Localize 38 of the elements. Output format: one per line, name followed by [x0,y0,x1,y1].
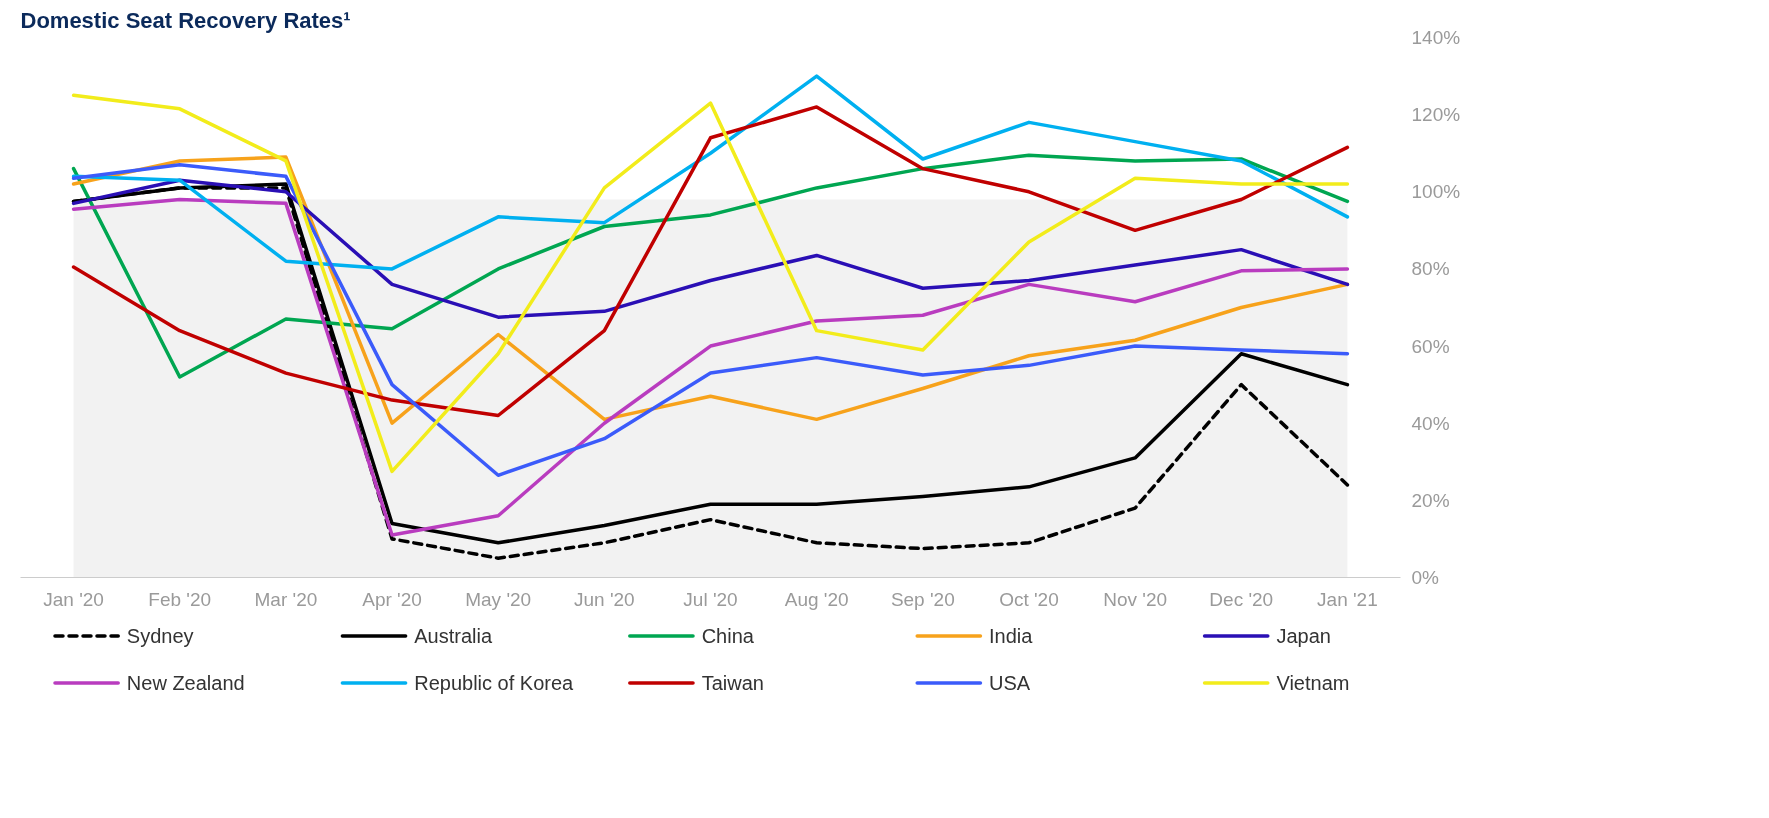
y-tick-label: 60% [1411,335,1450,357]
y-tick-label: 120% [1411,104,1461,126]
line-series [71,163,1350,478]
legend-label: Australia [414,625,493,647]
legend-label: Vietnam [1276,672,1350,694]
x-tick-label: Mar '20 [254,588,318,610]
line-series [71,105,1350,418]
line-series [71,153,1350,379]
y-tick-label: 20% [1411,489,1450,511]
legend-label: USA [989,672,1031,694]
x-tick-label: Jan '21 [1317,588,1378,610]
legend-label: India [989,625,1034,647]
y-tick-label: 0% [1411,567,1440,588]
legend-label: China [701,625,755,647]
y-tick-label: 100% [1411,181,1461,203]
line-series [71,178,1350,319]
x-tick-label: Jan '20 [43,588,104,610]
legend-label: Taiwan [701,672,764,694]
x-tick-label: Nov '20 [1103,588,1168,610]
x-tick-label: Aug '20 [784,588,849,610]
legend-label: Sydney [126,625,194,647]
line-series [71,93,1350,474]
x-tick-label: May '20 [465,588,532,610]
legend-label: New Zealand [126,672,245,694]
x-tick-label: Jul '20 [683,588,738,610]
y-tick-label: 140% [1411,27,1461,48]
x-tick-label: Dec '20 [1209,588,1274,610]
x-tick-label: Jun '20 [574,588,635,610]
chart-title: Domestic Seat Recovery Rates¹ [20,7,351,33]
y-tick-label: 80% [1411,258,1450,280]
legend-label: Republic of Korea [414,672,575,694]
x-tick-label: Oct '20 [999,588,1059,610]
line-series [71,74,1350,271]
x-tick-label: Feb '20 [148,588,212,610]
x-tick-label: Sep '20 [890,588,955,610]
y-tick-label: 40% [1411,412,1450,434]
x-tick-label: Apr '20 [362,588,422,610]
legend-label: Japan [1276,625,1331,647]
